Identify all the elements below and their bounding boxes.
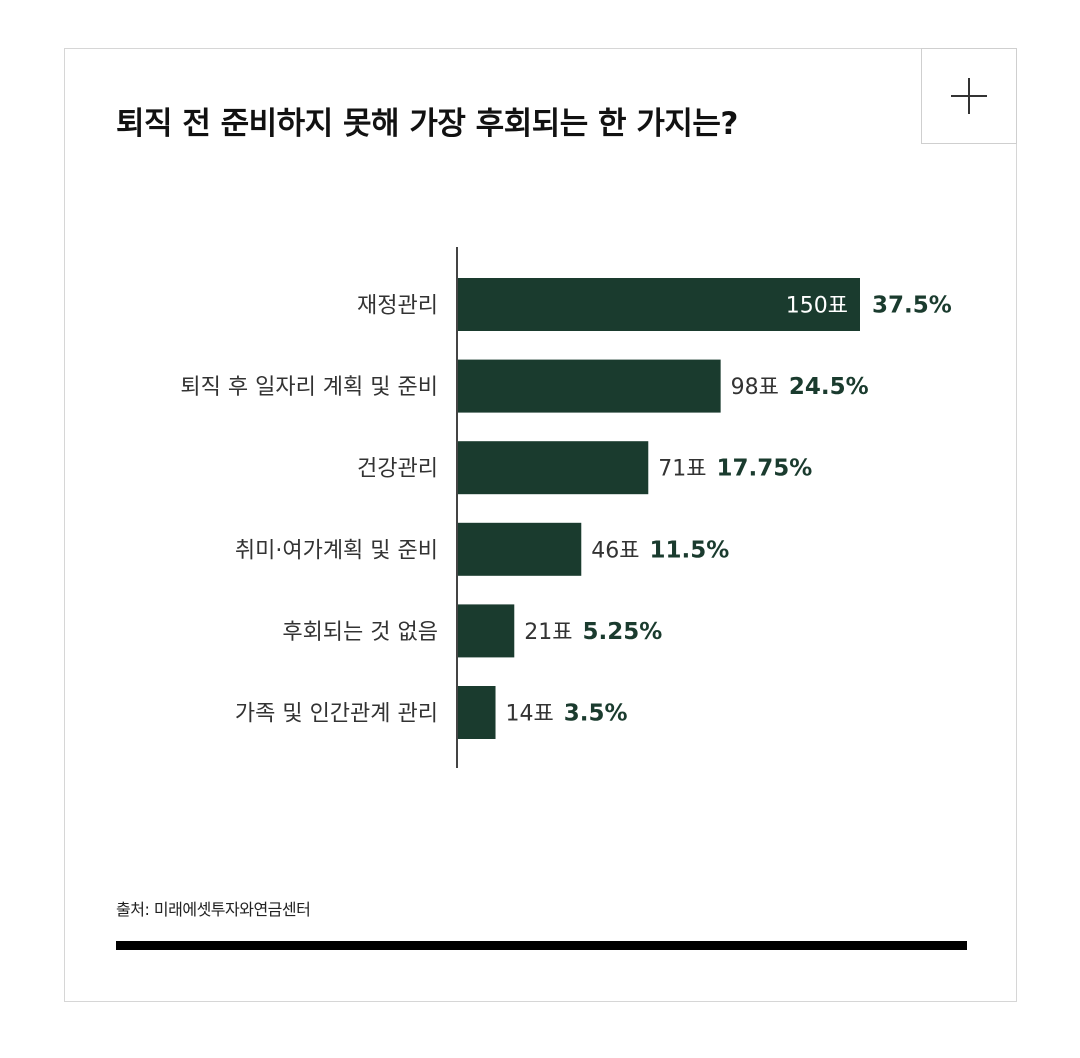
category-label: 후회되는 것 없음 bbox=[282, 620, 438, 645]
percent-label: 17.75% bbox=[717, 456, 813, 482]
percent-label: 3.5% bbox=[564, 701, 628, 727]
value-label: 14표 bbox=[506, 702, 554, 727]
category-label: 퇴직 후 일자리 계획 및 준비 bbox=[180, 375, 438, 400]
bar bbox=[458, 441, 649, 495]
category-label: 취미·여가계획 및 준비 bbox=[235, 538, 438, 563]
value-label: 98표 bbox=[731, 375, 779, 400]
category-label: 재정관리 bbox=[357, 294, 438, 319]
bar bbox=[458, 604, 515, 658]
percent-label: 37.5% bbox=[872, 293, 952, 319]
plus-icon bbox=[951, 78, 987, 114]
value-label: 71표 bbox=[658, 457, 706, 482]
expand-button[interactable] bbox=[921, 48, 1017, 144]
percent-label: 5.25% bbox=[583, 619, 663, 645]
bottom-rule bbox=[116, 941, 967, 950]
chart-title: 퇴직 전 준비하지 못해 가장 후회되는 한 가지는? bbox=[116, 106, 738, 142]
value-label: 150표 bbox=[786, 294, 848, 319]
category-label: 건강관리 bbox=[357, 457, 438, 482]
source-note: 출처: 미래에셋투자와연금센터 bbox=[116, 900, 311, 919]
value-label: 46표 bbox=[591, 538, 639, 563]
bar bbox=[458, 686, 496, 739]
value-label: 21표 bbox=[524, 620, 572, 645]
percent-label: 24.5% bbox=[789, 374, 869, 400]
bar bbox=[458, 522, 582, 576]
percent-label: 11.5% bbox=[650, 537, 730, 563]
category-label: 가족 및 인간관계 관리 bbox=[235, 702, 438, 727]
bar bbox=[458, 359, 721, 413]
bar bbox=[458, 278, 860, 331]
